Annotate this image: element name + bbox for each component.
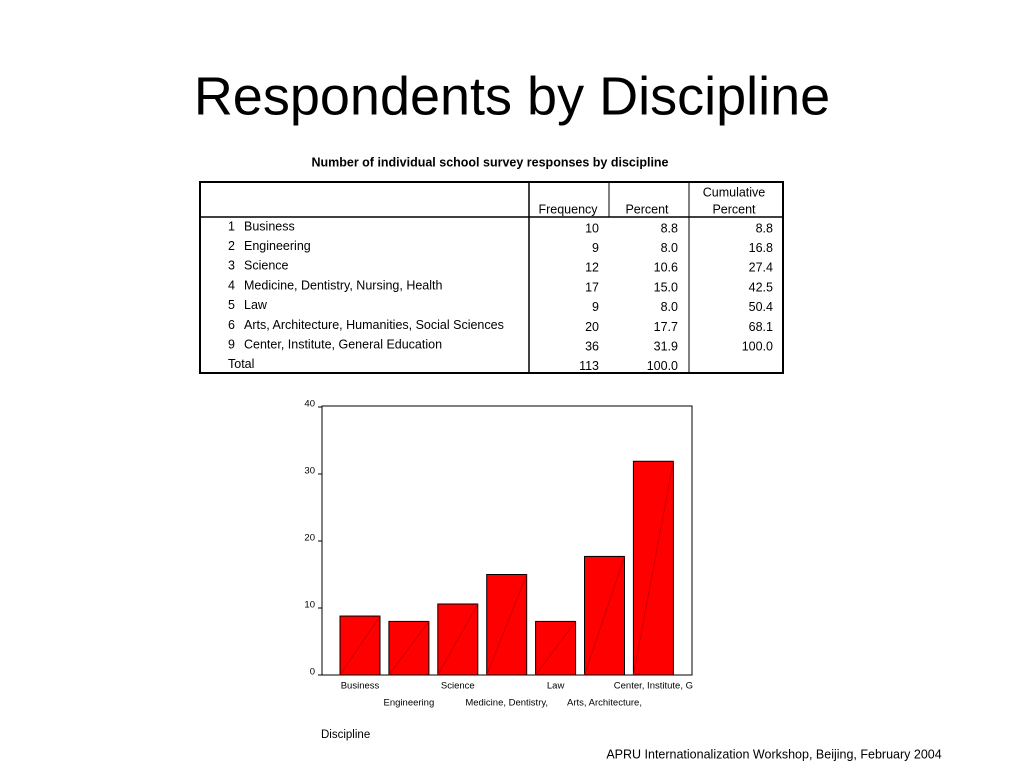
cell: 27.4 <box>749 261 773 275</box>
cell: 42.5 <box>749 280 773 294</box>
bar-hatch <box>437 603 479 676</box>
column-header: Cumulative <box>703 185 766 199</box>
bar-hatch <box>486 574 528 676</box>
cell: 17 <box>585 280 599 294</box>
row-code: 3 <box>228 259 235 273</box>
cell: 10.6 <box>654 261 678 275</box>
row-name: Medicine, Dentistry, Nursing, Health <box>244 278 443 292</box>
table-border <box>199 181 784 374</box>
cell: 15.0 <box>654 280 678 294</box>
cell: 17.7 <box>654 320 678 334</box>
row-code: 1 <box>228 219 235 233</box>
row-name: Arts, Architecture, Humanities, Social S… <box>244 318 504 332</box>
cell: 9 <box>592 300 599 314</box>
row-code: 5 <box>228 298 235 312</box>
row-code: 4 <box>228 278 235 292</box>
x-tick-label: Law <box>547 681 565 692</box>
cell: 8.0 <box>661 300 678 314</box>
bar-hatch <box>388 621 430 676</box>
cell: 20 <box>585 320 599 334</box>
x-tick-label: Center, Institute, G <box>614 681 693 692</box>
y-tick-label: 0 <box>310 667 315 678</box>
row-name: Science <box>244 259 289 273</box>
row-code: 9 <box>228 337 235 351</box>
cell: 8.8 <box>756 221 773 235</box>
cell: 12 <box>585 261 599 275</box>
column-header: Percent <box>625 202 669 216</box>
cell: 16.8 <box>749 241 773 255</box>
bar-hatch <box>633 461 674 676</box>
x-tick-label: Medicine, Dentistry, <box>465 698 548 709</box>
x-tick-label: Arts, Architecture, <box>567 698 642 709</box>
row-name: Law <box>244 298 268 312</box>
x-tick-label: Science <box>441 681 475 692</box>
cell: 9 <box>592 241 599 255</box>
x-tick-label: Business <box>341 681 380 692</box>
cell: 31.9 <box>654 339 678 353</box>
bar-hatch <box>584 556 625 676</box>
cell: 100.0 <box>647 359 678 373</box>
y-tick-label: 10 <box>304 600 315 611</box>
slide-title: Respondents by Discipline <box>194 66 830 126</box>
cell: 50.4 <box>749 300 773 314</box>
row-name: Center, Institute, General Education <box>244 337 442 351</box>
column-header: Percent <box>712 202 756 216</box>
table-title: Number of individual school survey respo… <box>311 155 668 169</box>
cell: 36 <box>585 339 599 353</box>
bar-hatch <box>535 621 576 676</box>
cell: 68.1 <box>749 320 773 334</box>
bar-hatch <box>339 615 381 676</box>
column-header: Frequency <box>538 202 598 216</box>
row-code: 6 <box>228 318 235 332</box>
cell: 10 <box>585 221 599 235</box>
cell: 8.8 <box>661 221 678 235</box>
x-axis-label: Discipline <box>321 729 370 741</box>
y-tick-label: 20 <box>304 533 315 544</box>
cell: 8.0 <box>661 241 678 255</box>
y-tick-label: 40 <box>304 399 315 410</box>
cell: 113 <box>579 359 599 373</box>
row-name: Business <box>244 219 295 233</box>
x-tick-label: Engineering <box>384 698 435 709</box>
row-code: 2 <box>228 239 235 253</box>
cell: 100.0 <box>742 339 773 353</box>
table-frame <box>199 181 784 374</box>
footer: APRU Internationalization Workshop, Beij… <box>606 747 941 761</box>
row-name: Engineering <box>244 239 311 253</box>
total-label: Total <box>228 357 254 371</box>
y-tick-label: 30 <box>304 466 315 477</box>
